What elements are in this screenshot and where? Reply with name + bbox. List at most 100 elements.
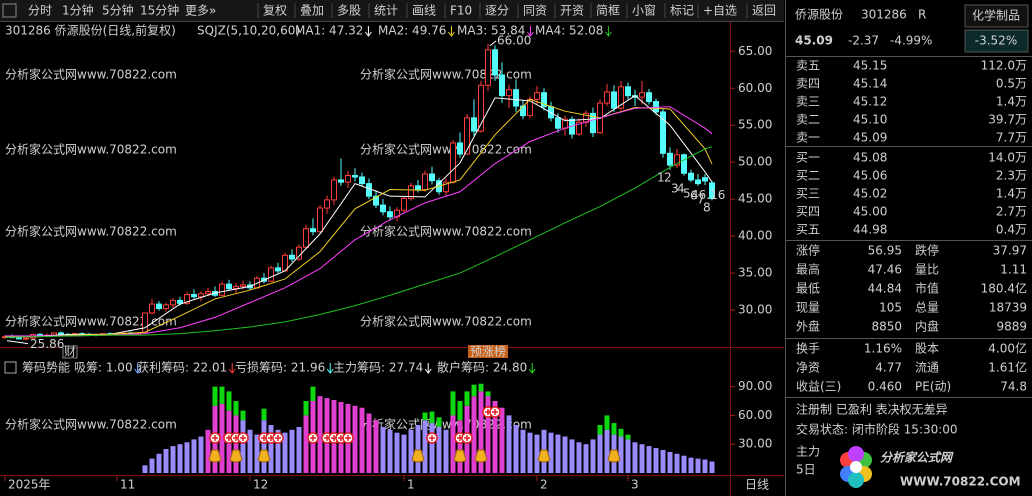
- wave-label: 2: [664, 171, 672, 185]
- trend-arrow: [228, 363, 236, 374]
- buy-signal-cross: [310, 435, 316, 441]
- money-bag: [229, 449, 243, 463]
- chip-top: [429, 411, 435, 424]
- y-tick-label: 30.00: [738, 437, 772, 451]
- chip-bar: [177, 444, 183, 473]
- candle-body: [226, 283, 232, 290]
- stat-value: 9889: [996, 320, 1027, 334]
- toolbar-button[interactable]: 分时: [28, 4, 52, 18]
- low-annotation: 25.86: [30, 337, 64, 351]
- chip-top: [303, 401, 309, 416]
- x-tick-label: 11: [120, 478, 135, 492]
- toolbar-button[interactable]: +自选: [703, 4, 737, 18]
- book-volume: 0.4万: [996, 223, 1027, 237]
- indicator-icon[interactable]: [4, 361, 17, 374]
- stat-value: 180.4亿: [981, 281, 1027, 296]
- chip-bar: [562, 436, 568, 473]
- toolbar-button[interactable]: 5分钟: [102, 3, 134, 18]
- candle-body: [324, 199, 330, 209]
- stat-label: 跌停: [915, 243, 939, 258]
- industry[interactable]: 化学制品: [972, 8, 1020, 23]
- toolbar-button[interactable]: 复权: [263, 4, 287, 18]
- chip-bar: [317, 396, 323, 473]
- candle-body: [471, 117, 477, 132]
- candle-body: [429, 173, 435, 182]
- candle-body: [506, 89, 512, 97]
- event-box: [468, 345, 508, 358]
- chip-top: [310, 386, 316, 401]
- toolbar-button[interactable]: 标记: [670, 4, 694, 18]
- toolbar-button[interactable]: F10: [450, 4, 472, 18]
- chip-bar: [688, 457, 694, 473]
- chip-bar: [485, 396, 491, 473]
- chip-bar: [380, 426, 386, 473]
- chip-bar: [597, 434, 603, 473]
- candle-body: [653, 101, 659, 113]
- menu-icon[interactable]: [2, 3, 17, 18]
- toolbar-button[interactable]: 15分钟: [140, 3, 179, 18]
- lower-legend: 主力筹码: 27.74: [333, 361, 423, 375]
- ma-line: [5, 106, 713, 337]
- toolbar-button[interactable]: 简框: [596, 4, 620, 18]
- book-price: 45.02: [853, 187, 887, 201]
- toolbar-button[interactable]: 同资: [523, 4, 547, 18]
- chip-bar: [695, 458, 701, 473]
- chip-bar: [625, 439, 631, 473]
- chip-bar: [303, 415, 309, 473]
- period-label: 日线: [745, 478, 769, 492]
- candle-body: [184, 293, 190, 304]
- chip-bar: [436, 426, 442, 473]
- watermark: 分析家公式网www.70822.com: [360, 314, 532, 329]
- candle-body: [289, 254, 295, 260]
- wave-label: 1: [657, 171, 665, 185]
- toolbar-button[interactable]: 小窗: [632, 4, 656, 18]
- book-volume: 2.3万: [996, 169, 1027, 183]
- candle-body: [177, 299, 183, 304]
- stat-label: 收益(三): [796, 380, 841, 394]
- book-level: 卖四: [796, 77, 820, 91]
- chart-title: 301286 侨源股份(日线,前复权): [5, 23, 176, 38]
- candle-body: [681, 154, 687, 174]
- ma-line: [4, 146, 713, 338]
- chip-top: [618, 428, 624, 437]
- event-mark: 财: [64, 345, 76, 359]
- toolbar-button[interactable]: 画线: [412, 4, 436, 18]
- chip-bar: [373, 420, 379, 473]
- logo-name: 分析家公式网: [880, 451, 954, 465]
- toolbar-button[interactable]: 开资: [560, 4, 584, 18]
- candle-body: [163, 304, 169, 310]
- toolbar-button[interactable]: 1分钟: [62, 3, 94, 18]
- candle-body: [149, 303, 155, 314]
- book-level: 买一: [796, 151, 820, 165]
- book-level: 买二: [796, 169, 820, 183]
- stat-label: 内盘: [915, 319, 939, 334]
- toolbar-button[interactable]: 叠加: [300, 4, 324, 18]
- toolbar-button[interactable]: 多股: [337, 4, 361, 18]
- chip-bar: [499, 407, 505, 473]
- price-annotation: 46.16: [691, 188, 725, 202]
- stat-label: 涨停: [796, 243, 820, 258]
- chip-bar: [240, 420, 246, 473]
- stat-value: 56.95: [868, 244, 902, 258]
- industry-box[interactable]: [964, 4, 1029, 28]
- book-level: 卖三: [796, 95, 820, 109]
- buy-signal-cross: [240, 435, 246, 441]
- book-price: 45.06: [853, 169, 887, 183]
- stat-value: 1.11: [1000, 263, 1027, 277]
- toolbar-button[interactable]: 更多»: [185, 4, 216, 18]
- candle-body: [345, 174, 351, 183]
- stock-code: 301286: [861, 8, 907, 22]
- candle-body: [499, 74, 505, 97]
- wave-label: 6: [690, 189, 698, 203]
- toolbar-button[interactable]: 返回: [752, 4, 776, 18]
- stat-label: 量比: [915, 263, 939, 277]
- chip-top: [478, 383, 484, 392]
- toolbar-button[interactable]: 逐分: [485, 4, 509, 18]
- x-tick-label: 3: [631, 478, 639, 492]
- candle-body: [450, 142, 456, 183]
- candle-body: [604, 91, 610, 104]
- logo-center: [850, 461, 862, 473]
- money-bag: [474, 449, 488, 463]
- toolbar-button[interactable]: 统计: [374, 4, 398, 18]
- y-tick-label: 40.00: [738, 229, 772, 243]
